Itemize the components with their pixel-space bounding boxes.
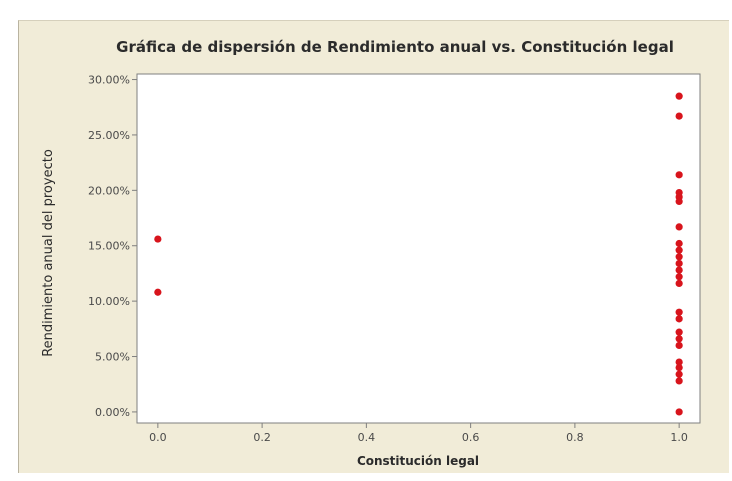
chart-title: Gráfica de dispersión de Rendimiento anu… (116, 38, 674, 56)
data-point (675, 197, 683, 206)
data-point (675, 253, 683, 261)
data-point (675, 223, 683, 231)
x-tick-label: 0.0 (149, 431, 167, 444)
data-point (675, 408, 683, 416)
data-point (675, 273, 683, 281)
x-tick-label: 0.2 (253, 431, 271, 444)
data-point (675, 358, 683, 366)
data-point (675, 239, 683, 248)
data-point (675, 370, 683, 378)
data-point (675, 279, 683, 287)
y-tick-label: 5.00% (95, 351, 130, 364)
y-tick-label: 0.00% (95, 406, 130, 419)
data-point (675, 328, 683, 336)
data-point (675, 112, 683, 120)
x-tick-label: 1.0 (670, 431, 688, 444)
plot-area (136, 73, 701, 424)
scatter-points (154, 92, 683, 416)
data-point (675, 377, 683, 385)
y-axis-ticks: 0.00% 5.00% 10.00% 15.00% 20.00% 25.00% 30.00% (88, 74, 137, 419)
data-point (154, 288, 162, 296)
data-point (675, 259, 683, 268)
x-tick-label: 0.8 (566, 431, 584, 444)
y-tick-label: 25.00% (88, 129, 130, 142)
x-tick-label: 0.6 (462, 431, 480, 444)
data-point (675, 246, 683, 254)
data-point (675, 308, 683, 316)
x-axis-label: Constitución legal (357, 454, 479, 468)
data-point (675, 171, 683, 179)
y-tick-label: 30.00% (88, 74, 130, 87)
x-axis-ticks: 0.0 0.2 0.4 0.6 0.8 1.0 (149, 423, 688, 444)
data-point (675, 92, 683, 100)
data-point (675, 341, 683, 350)
data-point (675, 364, 683, 372)
y-tick-label: 10.00% (88, 295, 130, 308)
data-point (675, 335, 683, 343)
data-point (154, 235, 162, 243)
y-tick-label: 20.00% (88, 184, 130, 197)
data-point (675, 315, 683, 323)
x-tick-label: 0.4 (358, 431, 376, 444)
data-point (675, 266, 683, 274)
y-tick-label: 15.00% (88, 240, 130, 253)
y-axis-label: Rendimiento anual del proyecto (41, 149, 56, 357)
